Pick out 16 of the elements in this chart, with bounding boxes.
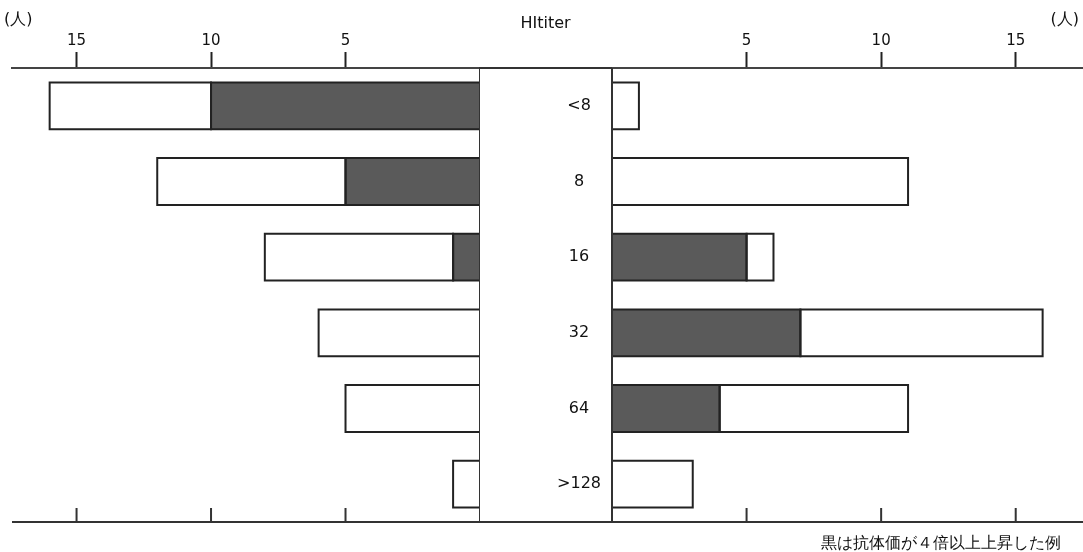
text: 黒は抗体価が４倍以上上昇した例 xyxy=(821,533,1061,552)
x-tick-label: 10 xyxy=(871,30,891,49)
x-tick-label: 5 xyxy=(340,30,351,49)
x-tick-label: 15 xyxy=(1006,30,1026,49)
y-tick-label: >128 xyxy=(557,473,601,493)
y-tick-label: 16 xyxy=(568,246,590,266)
x-axis-title: (人) xyxy=(4,9,33,29)
x-tick-label: 10 xyxy=(201,30,221,49)
y-tick-label: <8 xyxy=(567,94,591,114)
chart-title: HItiter xyxy=(520,13,571,33)
x-axis-title: (人) xyxy=(1050,9,1079,29)
x-tick-label: 15 xyxy=(67,30,87,49)
y-tick-label: 8 xyxy=(573,170,585,190)
y-tick-label: 64 xyxy=(568,397,590,417)
y-tick-label: 32 xyxy=(568,321,590,341)
x-tick-label: 5 xyxy=(741,30,752,49)
